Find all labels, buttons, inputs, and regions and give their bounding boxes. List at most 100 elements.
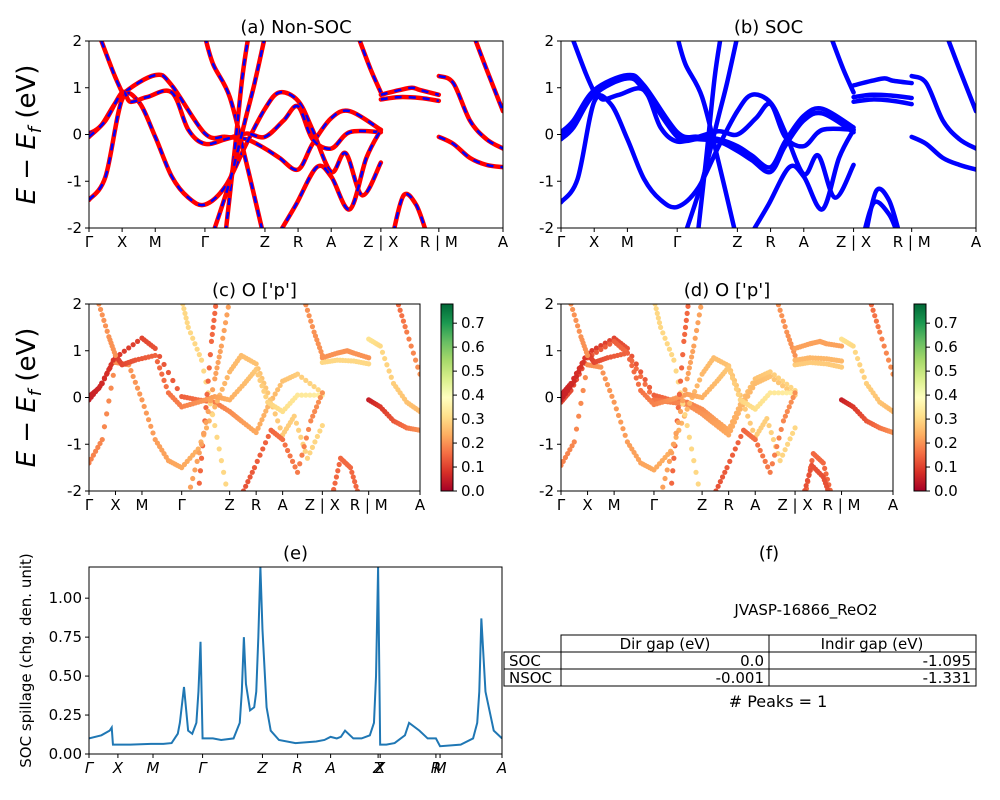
plot-area [89,567,502,748]
band-point [825,486,831,491]
band-point [589,347,595,354]
band-point [683,317,689,323]
band-point [134,385,141,391]
band-point [209,331,215,337]
colorbar-tick-label: 0.3 [934,410,958,428]
band-point [735,391,741,397]
band-point [417,427,420,433]
band-point [618,419,624,425]
band-point [615,412,622,419]
band-point [315,399,322,405]
band-point [312,408,318,415]
band-point [225,304,231,310]
band-point [314,337,320,343]
band-point [102,323,109,329]
band-point [890,408,893,415]
band-line-overlay [380,86,440,96]
band-point [745,413,751,419]
band-point [850,343,856,349]
x-tick-label: R [251,496,261,514]
x-tick-label: A [888,496,899,514]
band-point [652,304,658,307]
band-point [104,371,110,377]
band-point [792,390,798,396]
band-point [622,432,628,438]
band-point [96,304,102,307]
band-point [735,440,741,446]
band-point [567,447,573,453]
colorbar-tick-label: 0.4 [461,386,485,404]
band-point [676,391,683,397]
band-point [724,465,730,471]
band-point [669,352,675,358]
band-point [764,415,770,422]
band-point [562,454,569,461]
x-tick-label: Γ [650,496,659,514]
band-point [782,447,788,453]
row-label-soc: SOC [509,652,541,670]
band-line-soc [696,41,723,228]
band-point [638,373,644,380]
band-point [89,456,94,462]
band-point [159,371,165,377]
band-point [719,474,726,480]
band-point [675,405,681,411]
band-line-soc [684,41,739,228]
band-point [412,357,419,363]
band-point [642,376,648,383]
band-point [304,307,311,313]
band-point [137,391,143,397]
band-point [802,488,808,491]
band-point [384,362,390,368]
band-point [691,458,697,464]
band-point [257,421,263,427]
band-point [629,362,635,369]
band-point [854,355,861,362]
band-point [174,385,180,392]
cell-nsoc-indir [768,668,977,687]
band-line-soc [851,92,914,101]
band-point [646,389,653,395]
band-line-overlay [89,89,381,150]
x-tick-label: Z [732,233,742,251]
panel-title: (a) Non-SOC [240,17,351,38]
band-point [729,375,736,381]
band-point [354,488,360,491]
band-point [187,330,194,336]
band-point [729,452,736,458]
band-point [731,419,738,425]
band-point [203,405,209,411]
x-tick-label: X [110,496,120,514]
band-point [303,392,309,398]
band-point [786,337,793,343]
band-point [569,443,575,449]
band-point [165,369,172,376]
y-tick-label: 1.00 [49,589,82,607]
band-point [259,383,265,389]
band-point [600,370,606,376]
band-point [154,359,161,365]
band-point [333,474,340,480]
band-point [571,439,577,445]
band-point [243,483,249,489]
band-point [95,444,101,450]
band-point [104,328,110,334]
band-point [101,424,108,430]
band-point [141,403,147,410]
band-point [570,306,576,313]
band-point [272,411,278,417]
band-point [688,446,695,452]
band-point [187,484,194,490]
cell-value-nsoc-dir: -0.001 [716,669,764,687]
band-point [561,458,566,464]
band-point [692,389,698,395]
y-tick-label: 2 [544,295,554,313]
band-point [410,350,416,356]
band-point [666,346,673,352]
x-tick-label: A [278,496,289,514]
band-point [99,380,105,387]
band-point [255,372,261,378]
band-point [408,343,414,349]
band-point [580,387,586,394]
